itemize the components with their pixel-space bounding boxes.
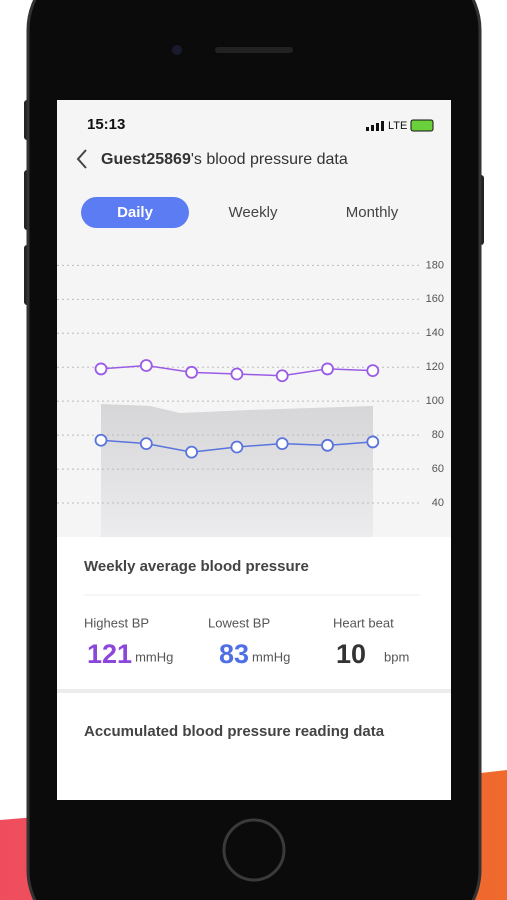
y-tick-label: 160	[426, 293, 444, 305]
summary-title: Weekly average blood pressure	[84, 558, 309, 575]
summary-value: 10	[336, 639, 366, 669]
tab[interactable]: Weekly	[229, 204, 278, 221]
point	[230, 440, 244, 454]
y-tick-label: 40	[432, 497, 444, 509]
tab[interactable]: Daily	[117, 204, 154, 221]
point	[94, 362, 108, 376]
summary-unit: bpm	[384, 649, 409, 664]
point	[366, 435, 380, 449]
point	[275, 437, 289, 451]
home-button[interactable]	[222, 818, 286, 882]
summary-label: Lowest BP	[208, 615, 270, 630]
signal	[366, 121, 384, 131]
time: 15:13	[87, 116, 125, 133]
point	[185, 365, 199, 379]
chart-area	[101, 404, 373, 537]
active-tab-bg	[81, 197, 189, 228]
back-button[interactable]	[76, 149, 87, 169]
camera	[172, 45, 182, 55]
point	[230, 367, 244, 381]
user-name: Guest25869	[101, 151, 191, 168]
summary-label: Heart beat	[333, 615, 394, 630]
point	[94, 433, 108, 447]
header-title: Guest25869's blood pressure data	[101, 151, 348, 168]
summary-value: 83	[219, 639, 249, 669]
point	[275, 369, 289, 383]
summary-label: Highest BP	[84, 615, 149, 630]
y-tick-label: 140	[426, 327, 444, 339]
summary-unit: mmHg	[252, 649, 290, 664]
point	[139, 437, 153, 451]
y-tick-label: 120	[426, 361, 444, 373]
speaker	[215, 47, 293, 53]
point	[366, 364, 380, 378]
y-tick-label: 100	[426, 395, 444, 407]
y-tick-label: 180	[426, 259, 444, 271]
tab[interactable]: Monthly	[346, 204, 399, 221]
point	[139, 359, 153, 372]
y-tick-label: 60	[432, 463, 444, 475]
summary-unit: mmHg	[135, 649, 173, 664]
y-tick-label: 80	[432, 429, 444, 441]
title-suffix: 's blood pressure data	[191, 151, 348, 168]
point	[321, 362, 334, 376]
separator	[57, 689, 451, 693]
accumulated-title: Accumulated blood pressure reading data	[84, 723, 385, 740]
battery	[410, 119, 434, 132]
summary-value: 121	[87, 639, 132, 669]
point	[185, 445, 199, 459]
point	[321, 438, 334, 452]
network: LTE	[388, 120, 407, 132]
